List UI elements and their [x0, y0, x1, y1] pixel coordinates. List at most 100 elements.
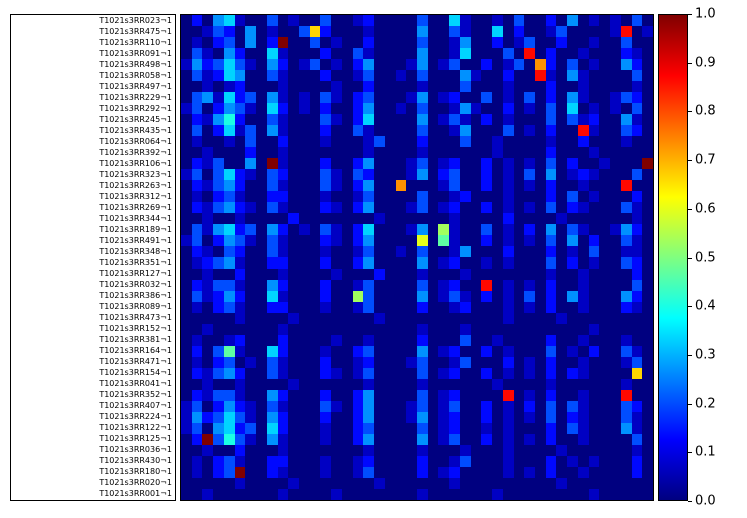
- heatmap-cell: [181, 103, 192, 115]
- heatmap-cell: [191, 103, 203, 115]
- heatmap-cell: [320, 378, 332, 390]
- heatmap-cell: [256, 158, 267, 170]
- heatmap-cell: [341, 444, 353, 456]
- heatmap-cell: [266, 389, 278, 401]
- heatmap-cell: [567, 477, 578, 489]
- heatmap-cell: [406, 202, 417, 214]
- heatmap-cell: [567, 400, 578, 412]
- heatmap-cell: [331, 180, 342, 192]
- heatmap-cell: [384, 411, 396, 423]
- heatmap-cell: [277, 433, 289, 445]
- heatmap-cell: [642, 37, 653, 49]
- colorbar-tick-label: 0.3: [695, 347, 716, 363]
- row-label: T1021s3RR164¬1: [99, 345, 172, 355]
- heatmap-cell: [352, 147, 364, 159]
- heatmap-cell: [191, 444, 203, 456]
- heatmap-cell: [513, 367, 525, 379]
- colorbar-tick-label: 0.9: [695, 55, 716, 71]
- heatmap-cell: [492, 26, 503, 38]
- heatmap-cell: [620, 422, 632, 434]
- heatmap-cell: [406, 48, 417, 60]
- heatmap-cell: [513, 323, 525, 335]
- heatmap-cell: [492, 246, 503, 258]
- heatmap-cell: [384, 378, 396, 390]
- heatmap-cell: [577, 92, 589, 104]
- heatmap-cell: [299, 59, 310, 71]
- heatmap-cell: [213, 169, 224, 181]
- heatmap-cell: [384, 169, 396, 181]
- heatmap-cell: [449, 455, 460, 467]
- heatmap-cell: [513, 48, 525, 60]
- heatmap-cell: [502, 103, 514, 115]
- heatmap-cell: [395, 433, 407, 445]
- heatmap-cell: [524, 268, 535, 280]
- heatmap-cell: [599, 81, 611, 93]
- heatmap-cell: [502, 15, 514, 27]
- heatmap-cell: [234, 488, 246, 500]
- heatmap-cell: [492, 290, 503, 302]
- heatmap-cell: [352, 466, 364, 478]
- heatmap-cell: [610, 279, 621, 291]
- heatmap-cell: [427, 444, 439, 456]
- heatmap-cell: [599, 323, 611, 335]
- heatmap-cell: [395, 169, 407, 181]
- heatmap-cell: [417, 268, 428, 280]
- heatmap-cell: [213, 103, 224, 115]
- heatmap-cell: [427, 26, 439, 38]
- heatmap-cell: [245, 224, 257, 236]
- heatmap-cell: [331, 477, 342, 489]
- heatmap-cell: [631, 477, 643, 489]
- heatmap-cell: [234, 147, 246, 159]
- heatmap-cell: [545, 246, 557, 258]
- heatmap-cell: [320, 400, 332, 412]
- heatmap-cell: [513, 15, 525, 27]
- heatmap-cell: [374, 466, 385, 478]
- heatmap-cell: [384, 147, 396, 159]
- heatmap-cell: [449, 356, 460, 368]
- heatmap-cell: [588, 400, 600, 412]
- heatmap-cell: [481, 26, 493, 38]
- heatmap-cell: [406, 279, 417, 291]
- heatmap-cell: [631, 114, 643, 126]
- heatmap-cell: [459, 191, 471, 203]
- heatmap-cell: [642, 136, 653, 148]
- heatmap-cell: [341, 235, 353, 247]
- heatmap-cell: [631, 334, 643, 346]
- heatmap-cell: [577, 389, 589, 401]
- heatmap-cell: [320, 26, 332, 38]
- heatmap-cell: [535, 169, 546, 181]
- heatmap-cell: [545, 466, 557, 478]
- heatmap-cell: [492, 202, 503, 214]
- heatmap-cell: [384, 466, 396, 478]
- heatmap-cell: [245, 378, 257, 390]
- heatmap-cell: [481, 488, 493, 500]
- heatmap-cell: [363, 125, 375, 137]
- heatmap-cell: [524, 455, 535, 467]
- heatmap-cell: [599, 191, 611, 203]
- heatmap-cell: [610, 158, 621, 170]
- heatmap-cell: [299, 323, 310, 335]
- heatmap-cell: [299, 400, 310, 412]
- heatmap-cell: [631, 235, 643, 247]
- heatmap-cell: [245, 48, 257, 60]
- heatmap-cell: [191, 92, 203, 104]
- heatmap-cell: [642, 345, 653, 357]
- heatmap-cell: [374, 334, 385, 346]
- heatmap-cell: [556, 257, 568, 269]
- heatmap-cell: [341, 466, 353, 478]
- heatmap-cell: [535, 400, 546, 412]
- heatmap-cell: [202, 103, 214, 115]
- heatmap-cell: [341, 378, 353, 390]
- heatmap-cell: [341, 422, 353, 434]
- heatmap-cell: [599, 169, 611, 181]
- heatmap-cell: [202, 356, 214, 368]
- heatmap-cell: [181, 400, 192, 412]
- heatmap-cell: [181, 301, 192, 313]
- heatmap-cell: [256, 411, 267, 423]
- heatmap-cell: [620, 103, 632, 115]
- heatmap-cell: [417, 279, 428, 291]
- heatmap-cell: [599, 367, 611, 379]
- heatmap-cell: [588, 323, 600, 335]
- heatmap-cell: [535, 411, 546, 423]
- heatmap-cell: [331, 224, 342, 236]
